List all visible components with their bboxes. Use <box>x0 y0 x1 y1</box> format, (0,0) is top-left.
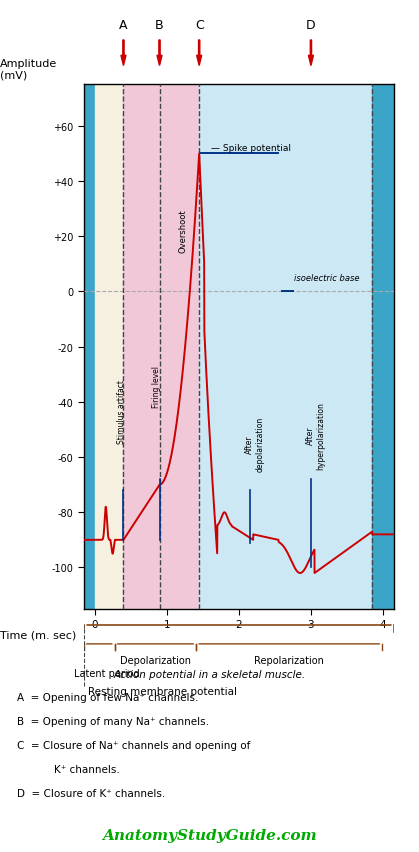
Text: Action potential in a skeletal muscle.: Action potential in a skeletal muscle. <box>114 669 305 679</box>
Text: After
depolarization: After depolarization <box>245 416 264 471</box>
Text: Firing level: Firing level <box>152 366 161 408</box>
Text: A: A <box>119 20 128 32</box>
Text: B  = Opening of many Na⁺ channels.: B = Opening of many Na⁺ channels. <box>17 717 209 727</box>
Text: C  = Closure of Na⁺ channels and opening of: C = Closure of Na⁺ channels and opening … <box>17 740 250 751</box>
Bar <box>199 85 372 609</box>
Text: AnatomyStudyGuide.com: AnatomyStudyGuide.com <box>102 828 317 842</box>
Text: isoelectric base: isoelectric base <box>294 273 359 283</box>
Text: D: D <box>306 20 316 32</box>
Bar <box>372 85 394 609</box>
Text: K⁺ channels.: K⁺ channels. <box>54 764 120 774</box>
Bar <box>95 85 124 609</box>
Text: C: C <box>195 20 204 32</box>
Text: — Spike potential: — Spike potential <box>212 144 292 153</box>
Text: After
hyperpolarization: After hyperpolarization <box>306 401 326 469</box>
Bar <box>124 85 199 609</box>
Text: Time (m. sec): Time (m. sec) <box>0 630 76 640</box>
Text: B: B <box>155 20 164 32</box>
Bar <box>84 85 95 609</box>
Text: Latent period: Latent period <box>74 669 140 679</box>
Text: Resting membrane potential: Resting membrane potential <box>88 686 237 696</box>
Text: Stimulus artifact: Stimulus artifact <box>117 380 126 444</box>
Text: Depolarization: Depolarization <box>120 656 191 665</box>
Text: D  = Closure of K⁺ channels.: D = Closure of K⁺ channels. <box>17 788 165 798</box>
Text: Repolarization: Repolarization <box>254 656 324 665</box>
Text: A  = Opening of few Na⁺ channels.: A = Opening of few Na⁺ channels. <box>17 693 198 703</box>
Text: Overshoot: Overshoot <box>178 210 187 253</box>
Text: Amplitude
(mV): Amplitude (mV) <box>0 59 57 81</box>
